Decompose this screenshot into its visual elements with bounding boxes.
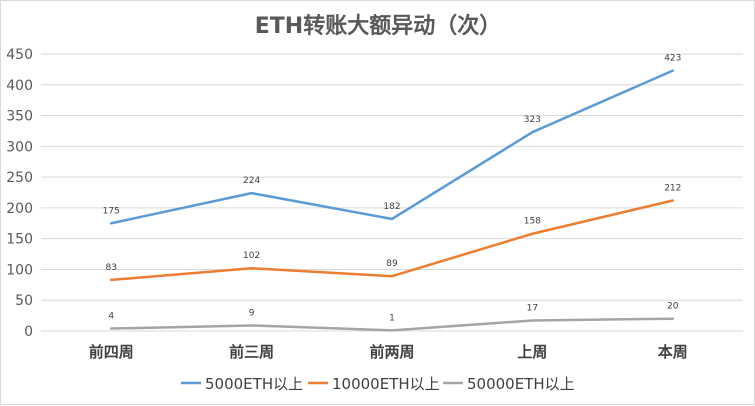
y-tick-label: 350 <box>6 109 33 125</box>
x-tick-label: 上周 <box>517 343 547 361</box>
y-tick-label: 50 <box>15 293 33 309</box>
data-label: 212 <box>664 184 681 194</box>
y-axis-ticks: 0 50 100 150 200 250 300 350 400 450 <box>6 47 33 340</box>
y-tick-label: 300 <box>6 139 33 155</box>
data-label: 17 <box>527 304 538 314</box>
legend-label: 10000ETH以上 <box>332 375 440 393</box>
x-axis-ticks: 前四周 前三周 前两周 上周 本周 <box>89 343 688 361</box>
y-tick-label: 150 <box>6 232 33 248</box>
data-label: 182 <box>383 202 400 212</box>
data-label: 1 <box>389 313 395 323</box>
gridlines <box>41 53 743 332</box>
x-tick-label: 前两周 <box>369 343 414 361</box>
data-label: 224 <box>243 176 260 186</box>
y-tick-label: 250 <box>6 170 33 186</box>
y-tick-label: 0 <box>24 324 33 340</box>
y-tick-label: 100 <box>6 262 33 278</box>
data-label: 158 <box>524 217 541 227</box>
y-tick-label: 400 <box>6 78 33 94</box>
series-line <box>109 69 675 225</box>
data-label: 323 <box>524 115 541 125</box>
series-lines <box>109 69 675 332</box>
data-label: 89 <box>386 259 398 269</box>
series-line <box>109 317 675 332</box>
x-tick-label: 本周 <box>658 343 688 361</box>
series-line <box>109 199 675 282</box>
x-tick-label: 前四周 <box>89 343 134 361</box>
data-label: 20 <box>667 302 679 312</box>
legend-label: 5000ETH以上 <box>205 375 303 393</box>
data-label: 83 <box>105 263 116 273</box>
data-labels: 175 224 182 323 423 83 102 89 158 212 4 9 1 17 20 <box>103 54 682 324</box>
x-tick-label: 前三周 <box>229 343 274 361</box>
y-tick-label: 200 <box>6 201 33 217</box>
legend: 5000ETH以上 10000ETH以上 50000ETH以上 <box>181 375 575 393</box>
data-label: 9 <box>249 308 255 318</box>
y-tick-label: 450 <box>6 47 33 63</box>
data-label: 423 <box>664 54 681 64</box>
legend-label: 50000ETH以上 <box>467 375 575 393</box>
data-label: 175 <box>103 206 120 216</box>
data-label: 4 <box>108 312 114 322</box>
chart-title: ETH转账大额异动（次） <box>255 13 501 39</box>
data-label: 102 <box>243 251 260 261</box>
